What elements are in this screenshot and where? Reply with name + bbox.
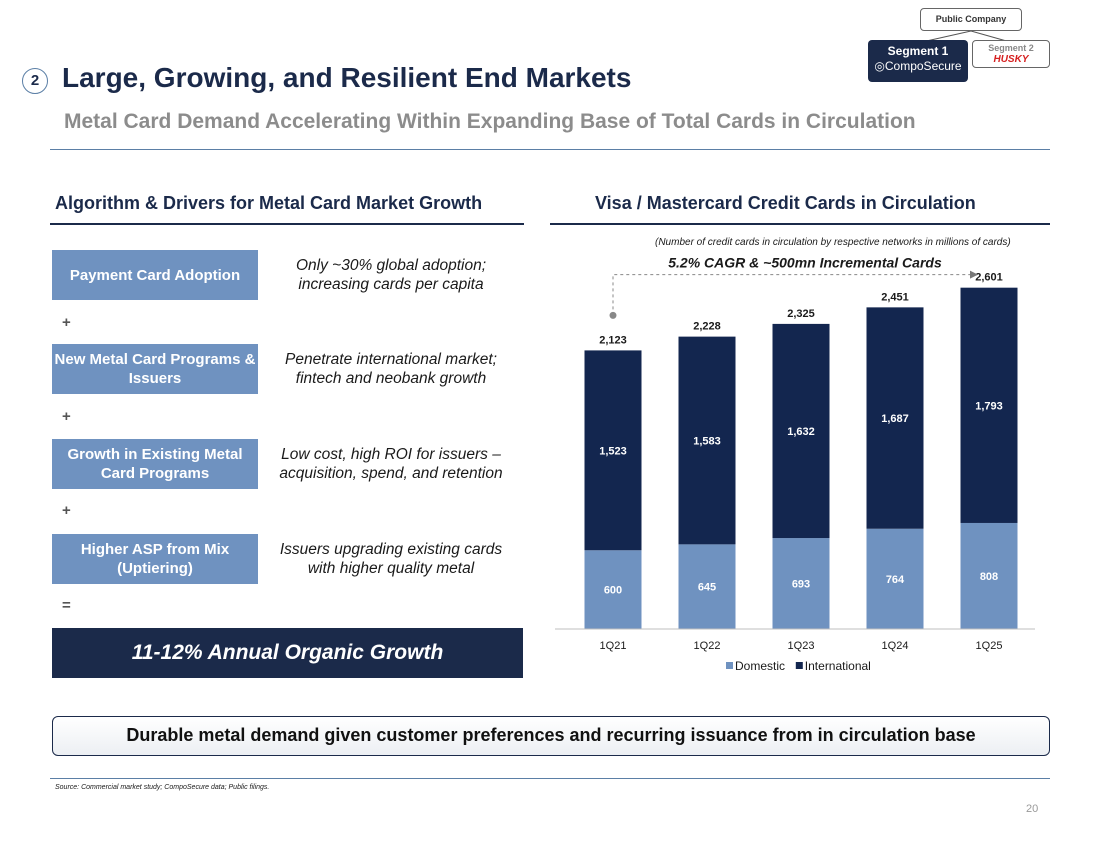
bar-international [678, 336, 736, 545]
drivers-heading-rule [50, 223, 524, 225]
bar-label-domestic: 693 [792, 579, 810, 591]
compo-secure-mark-icon: ◎ [874, 59, 885, 73]
driver-description: Penetrate international market; fintech … [285, 351, 497, 387]
cagr-annotation: 5.2% CAGR & ~500mn Incremental Cards [668, 255, 942, 271]
cagr-arrow [612, 270, 978, 316]
driver-higher-asp: Higher ASP from Mix (Uptiering) [52, 534, 258, 584]
x-tick-label: 1Q24 [882, 640, 909, 652]
org-segment2-box: Segment 2 HUSKY [972, 40, 1050, 68]
x-tick-label: 1Q21 [600, 640, 627, 652]
bar-label-domestic: 808 [980, 571, 998, 583]
bar-total-label: 2,451 [881, 291, 909, 303]
bar-total-label: 2,123 [599, 334, 627, 346]
driver-description: Low cost, high ROI for issuers – acquisi… [279, 446, 503, 482]
segment2-label: Segment 2 [988, 43, 1034, 53]
bar-label-international: 1,632 [787, 426, 815, 438]
husky-logo: HUSKY [993, 54, 1029, 65]
drivers-heading: Algorithm & Drivers for Metal Card Marke… [55, 193, 483, 213]
driver-new-metal-card-programs: New Metal Card Programs & Issuers [52, 344, 258, 394]
bar-domestic [678, 544, 736, 629]
page-title: Large, Growing, and Resilient End Market… [62, 62, 632, 93]
bar-domestic [584, 550, 642, 629]
bar-domestic [866, 528, 924, 629]
segment1-label: Segment 1 [887, 44, 949, 58]
bar-label-domestic: 645 [698, 582, 716, 594]
bar-label-international: 1,583 [693, 435, 721, 447]
bar-domestic [960, 522, 1018, 629]
driver-payment-card-adoption: Payment Card Adoption [52, 250, 258, 300]
driver-growth-existing-programs: Growth in Existing Metal Card Programs [52, 439, 258, 489]
org-parent-box: Public Company [920, 8, 1022, 31]
bar-label-domestic: 600 [604, 585, 622, 597]
compo-secure-logo: ◎CompoSecure [874, 59, 962, 73]
bar-total-label: 2,325 [787, 308, 815, 320]
x-tick-label: 1Q22 [694, 640, 721, 652]
plus-operator: + [62, 408, 71, 425]
footer-divider [50, 778, 1050, 779]
legend-swatch [795, 662, 803, 669]
org-segment1-box: Segment 1 ◎CompoSecure [868, 40, 968, 82]
source-note: Source: Commercial market study; CompoSe… [55, 784, 270, 791]
bar-label-international: 1,523 [599, 445, 627, 457]
page-subtitle: Metal Card Demand Accelerating Within Ex… [64, 110, 916, 133]
driver-description: Issuers upgrading existing cards with hi… [279, 541, 503, 577]
legend-label: Domestic [735, 659, 785, 673]
bar-international [772, 323, 830, 539]
section-number-badge: 2 [22, 68, 48, 94]
durable-demand-banner: Durable metal demand given customer pref… [52, 716, 1050, 756]
bar-total-label: 2,228 [693, 321, 721, 333]
x-tick-label: 1Q25 [976, 640, 1003, 652]
bar-label-international: 1,687 [881, 413, 909, 425]
legend-label: International [805, 659, 871, 673]
bar-international [866, 307, 924, 529]
x-tick-label: 1Q23 [788, 640, 815, 652]
bar-international [584, 350, 642, 551]
equals-operator: = [62, 597, 71, 614]
bar-domestic [772, 538, 830, 629]
chart-heading: Visa / Mastercard Credit Cards in Circul… [595, 193, 976, 213]
page-number: 20 [1026, 803, 1039, 815]
plus-operator: + [62, 314, 71, 331]
bar-label-domestic: 764 [886, 574, 905, 586]
plus-operator: + [62, 502, 71, 519]
driver-description: Only ~30% global adoption; increasing ca… [295, 257, 486, 293]
chart-note: (Number of credit cards in circulation b… [655, 237, 1011, 248]
bar-total-label: 2,601 [975, 272, 1003, 284]
legend-swatch [726, 662, 733, 669]
organic-growth-result: 11-12% Annual Organic Growth [52, 628, 523, 678]
bar-international [960, 287, 1018, 523]
header-divider [50, 149, 1050, 150]
stacked-bar-chart: 600 1,523 2,123 645 1,583 2,228 693 1,632 2,325 7… [555, 255, 1035, 673]
chart-heading-rule [550, 223, 1050, 225]
bar-label-international: 1,793 [975, 400, 1003, 412]
